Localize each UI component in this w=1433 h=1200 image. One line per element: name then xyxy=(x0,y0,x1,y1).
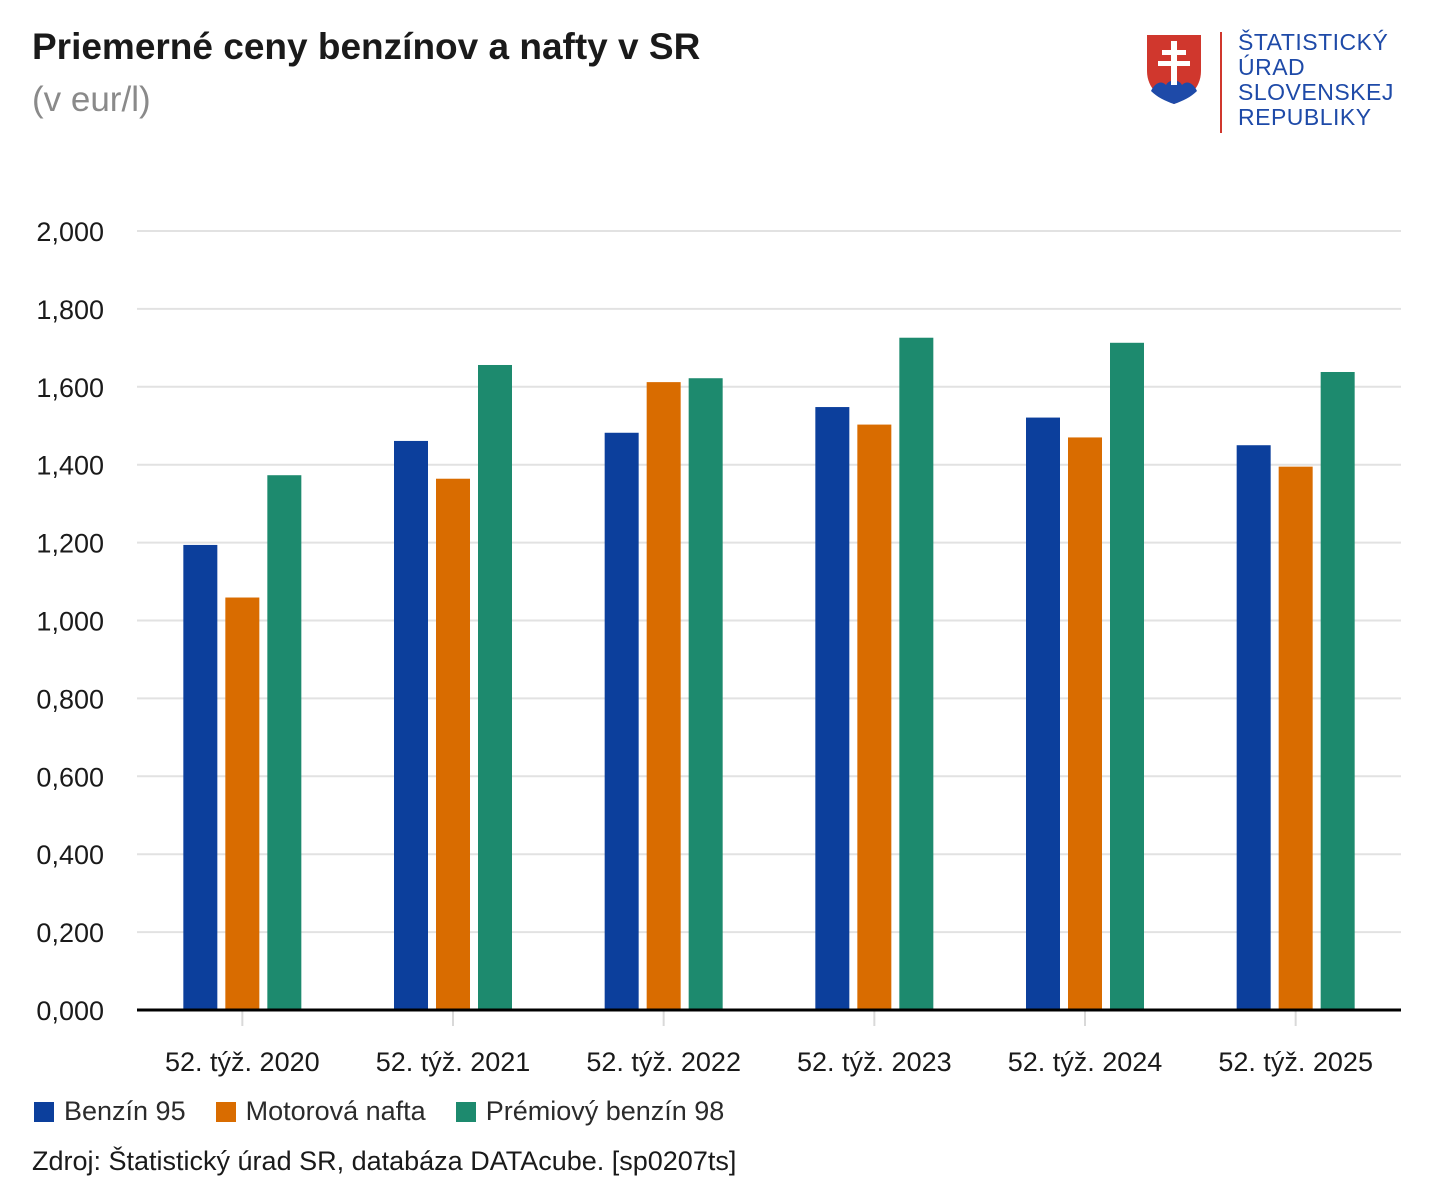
bar xyxy=(646,382,681,1011)
x-tick-label: 52. týž. 2024 xyxy=(1008,1047,1163,1077)
y-tick-label: 0,200 xyxy=(36,918,104,948)
y-tick-label: 1,000 xyxy=(36,607,104,637)
x-tick-label: 52. týž. 2025 xyxy=(1218,1047,1373,1077)
y-tick-label: 1,800 xyxy=(36,295,104,325)
bar-chart: 0,000 0,200 0,400 0,600 0,800 1,000 1,200 1,400… xyxy=(36,217,1401,1077)
legend-item-benzin-95: Benzín 95 xyxy=(34,1096,186,1127)
bar xyxy=(1068,437,1102,1010)
bar xyxy=(1320,371,1355,1010)
legend-item-premiovy-benzin-98: Prémiový benzín 98 xyxy=(455,1096,725,1127)
bar xyxy=(688,378,723,1011)
logo-line: SLOVENSKEJ xyxy=(1238,79,1394,105)
slovak-shield-icon xyxy=(1147,35,1201,104)
legend: Benzín 95 Motorová nafta Prémiový benzín… xyxy=(34,1096,754,1127)
y-tick-label: 2,000 xyxy=(36,217,104,247)
y-tick-label: 1,200 xyxy=(36,529,104,559)
chart-title: Priemerné ceny benzínov a nafty v SR xyxy=(32,26,701,67)
statistical-office-logo: ŠTATISTICKÝ ÚRAD SLOVENSKEJ REPUBLIKY xyxy=(1145,30,1405,140)
logo-text: ŠTATISTICKÝ ÚRAD SLOVENSKEJ REPUBLIKY xyxy=(1238,30,1394,130)
source-note: Zdroj: Štatistický úrad SR, databáza DAT… xyxy=(32,1146,737,1176)
bar xyxy=(1110,342,1144,1010)
logo-line: REPUBLIKY xyxy=(1238,104,1372,130)
y-tick-label: 0,800 xyxy=(36,684,104,714)
bar xyxy=(183,544,218,1010)
y-tick-label: 0,000 xyxy=(36,996,104,1026)
bar xyxy=(857,424,892,1010)
legend-swatch xyxy=(34,1101,54,1122)
chart-subtitle: (v eur/l) xyxy=(32,80,151,119)
bar xyxy=(1236,445,1271,1011)
x-tick-label: 52. týž. 2020 xyxy=(165,1047,320,1077)
y-tick-label: 0,600 xyxy=(36,762,104,792)
bar xyxy=(267,475,302,1010)
y-tick-label: 0,400 xyxy=(36,840,104,870)
bar xyxy=(899,337,934,1010)
legend-label: Motorová nafta xyxy=(245,1096,426,1126)
legend-item-motorova-nafta: Motorová nafta xyxy=(215,1096,426,1127)
bar xyxy=(1026,417,1060,1010)
y-tick-label: 1,600 xyxy=(36,373,104,403)
logo-line: ŠTATISTICKÝ xyxy=(1238,29,1389,55)
bar xyxy=(225,597,260,1010)
bar xyxy=(436,478,470,1010)
legend-swatch xyxy=(215,1101,236,1122)
legend-swatch xyxy=(455,1101,476,1122)
legend-label: Benzín 95 xyxy=(64,1096,186,1126)
bar xyxy=(394,440,428,1010)
logo-line: ÚRAD xyxy=(1238,54,1306,80)
y-tick-label: 1,400 xyxy=(36,451,104,481)
x-tick-label: 52. týž. 2022 xyxy=(586,1047,741,1077)
bar xyxy=(604,432,639,1010)
bar xyxy=(1278,466,1313,1011)
legend-label: Prémiový benzín 98 xyxy=(485,1096,725,1126)
bar xyxy=(478,364,512,1010)
x-tick-label: 52. týž. 2021 xyxy=(376,1047,531,1077)
logo-divider xyxy=(1220,32,1222,133)
bar xyxy=(815,407,850,1011)
x-tick-label: 52. týž. 2023 xyxy=(797,1047,952,1077)
